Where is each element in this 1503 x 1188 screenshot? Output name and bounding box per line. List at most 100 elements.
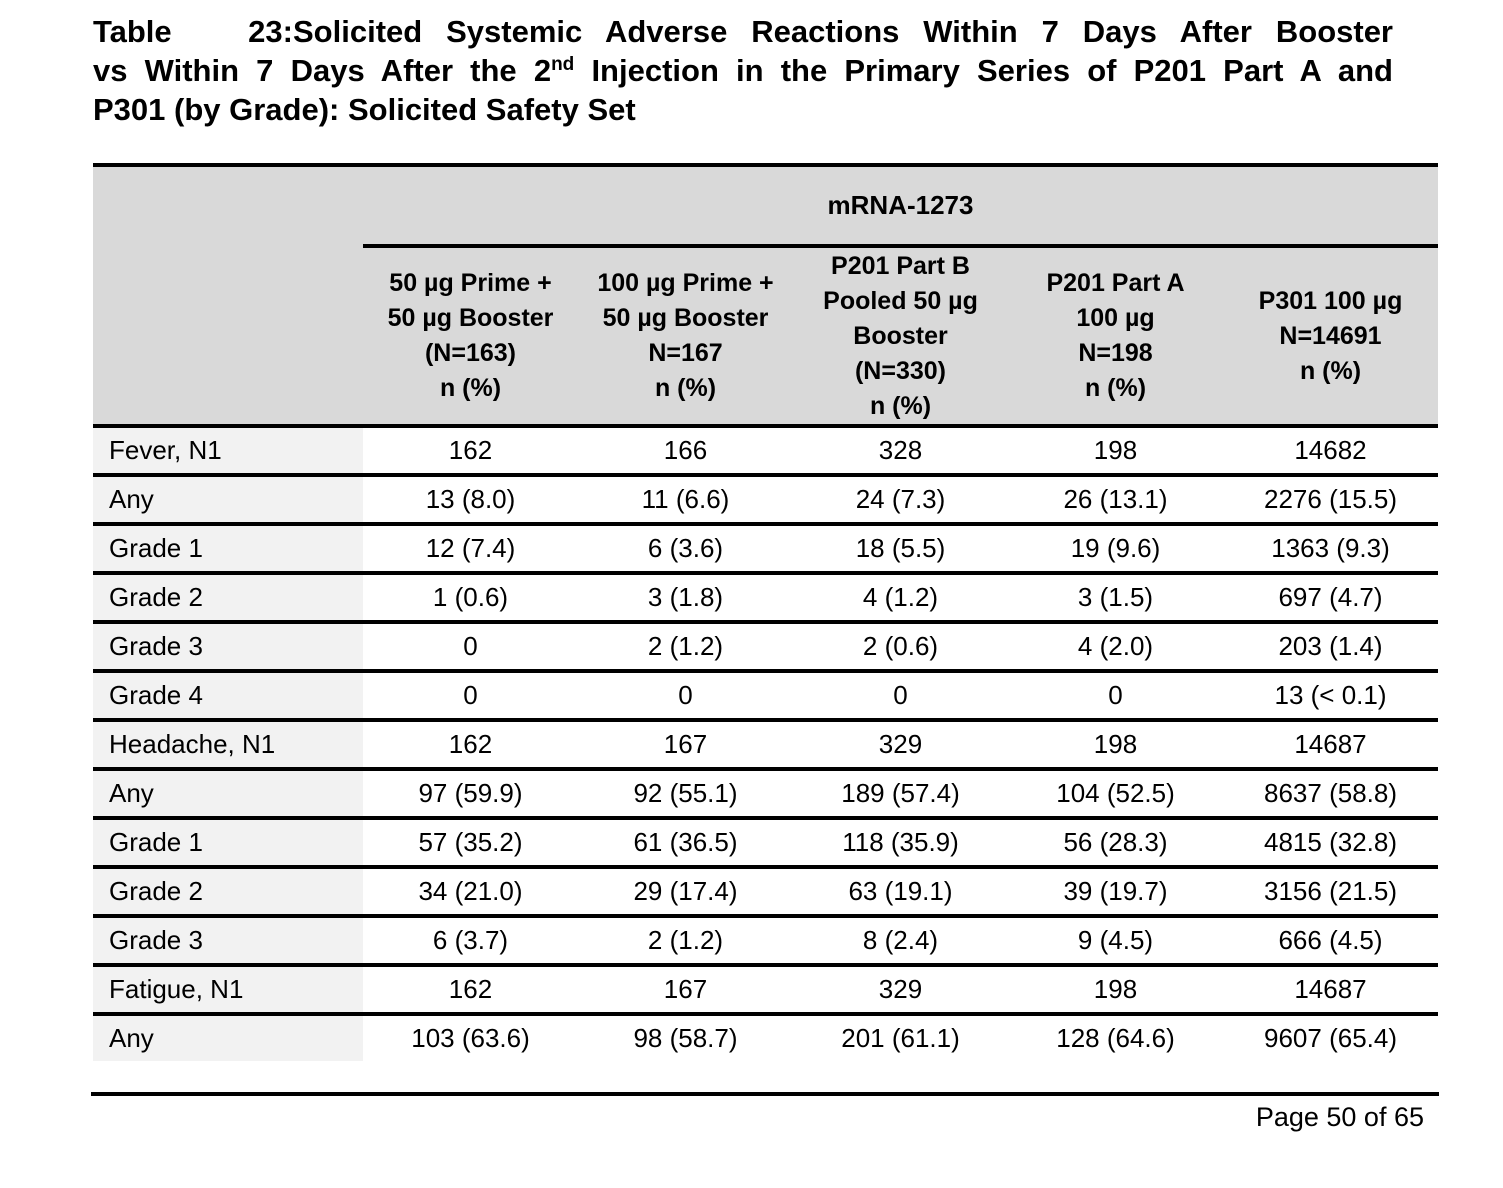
cell-value: 118 (35.9) bbox=[793, 818, 1008, 869]
cell-value: 4 (2.0) bbox=[1008, 622, 1223, 673]
cell-value: 8637 (58.8) bbox=[1223, 769, 1439, 820]
table-row: Fever, N1 162 166 328 198 14682 bbox=[93, 426, 1439, 477]
cell-value: 328 bbox=[793, 426, 1008, 477]
row-label: Grade 3 bbox=[93, 622, 363, 673]
cell-value: 34 (21.0) bbox=[363, 867, 578, 918]
cell-value: 189 (57.4) bbox=[793, 769, 1008, 820]
cell-value: 162 bbox=[363, 720, 578, 771]
cell-value: 128 (64.6) bbox=[1008, 1014, 1223, 1061]
cell-value: 6 (3.6) bbox=[578, 524, 793, 575]
table-row: Any 13 (8.0) 11 (6.6) 24 (7.3) 26 (13.1)… bbox=[93, 475, 1439, 526]
title-line-3: P301 (by Grade): Solicited Safety Set bbox=[93, 92, 636, 127]
column-header-3: P201 Part B Pooled 50 µg Booster (N=330)… bbox=[793, 246, 1008, 428]
cell-value: 24 (7.3) bbox=[793, 475, 1008, 526]
table-row: Grade 3 6 (3.7) 2 (1.2) 8 (2.4) 9 (4.5) … bbox=[93, 916, 1439, 967]
cell-value: 198 bbox=[1008, 720, 1223, 771]
cell-value: 2 (0.6) bbox=[793, 622, 1008, 673]
row-label: Any bbox=[93, 1014, 363, 1061]
cell-value: 97 (59.9) bbox=[363, 769, 578, 820]
cell-value: 1 (0.6) bbox=[363, 573, 578, 624]
cell-value: 666 (4.5) bbox=[1223, 916, 1439, 967]
title-number-label: Table 23: bbox=[93, 14, 293, 49]
title-superscript: nd bbox=[551, 54, 575, 75]
cell-value: 18 (5.5) bbox=[793, 524, 1008, 575]
table-row: Any 97 (59.9) 92 (55.1) 189 (57.4) 104 (… bbox=[93, 769, 1439, 820]
cell-value: 329 bbox=[793, 720, 1008, 771]
table-row: Any 103 (63.6) 98 (58.7) 201 (61.1) 128 … bbox=[93, 1014, 1439, 1061]
row-label: Grade 2 bbox=[93, 573, 363, 624]
cell-value: 6 (3.7) bbox=[363, 916, 578, 967]
cell-value: 3 (1.8) bbox=[578, 573, 793, 624]
cell-value: 14687 bbox=[1223, 720, 1439, 771]
row-label: Grade 1 bbox=[93, 818, 363, 869]
table-row: Grade 1 57 (35.2) 61 (36.5) 118 (35.9) 5… bbox=[93, 818, 1439, 869]
cell-value: 2 (1.2) bbox=[578, 916, 793, 967]
cell-value: 201 (61.1) bbox=[793, 1014, 1008, 1061]
cell-value: 103 (63.6) bbox=[363, 1014, 578, 1061]
cell-value: 104 (52.5) bbox=[1008, 769, 1223, 820]
cell-value: 13 (< 0.1) bbox=[1223, 671, 1439, 722]
row-label: Grade 1 bbox=[93, 524, 363, 575]
table-row: Fatigue, N1 162 167 329 198 14687 bbox=[93, 965, 1439, 1016]
cell-value: 98 (58.7) bbox=[578, 1014, 793, 1061]
cell-value: 167 bbox=[578, 965, 793, 1016]
cell-value: 198 bbox=[1008, 965, 1223, 1016]
cell-value: 13 (8.0) bbox=[363, 475, 578, 526]
cell-value: 56 (28.3) bbox=[1008, 818, 1223, 869]
cell-value: 329 bbox=[793, 965, 1008, 1016]
cell-value: 203 (1.4) bbox=[1223, 622, 1439, 673]
page-number: Page 50 of 65 bbox=[1255, 1102, 1424, 1132]
cell-value: 29 (17.4) bbox=[578, 867, 793, 918]
cell-value: 39 (19.7) bbox=[1008, 867, 1223, 918]
cell-value: 26 (13.1) bbox=[1008, 475, 1223, 526]
cell-value: 57 (35.2) bbox=[363, 818, 578, 869]
title-line-1: Table 23:Solicited Systemic Adverse Reac… bbox=[93, 12, 1393, 51]
row-label: Fever, N1 bbox=[93, 426, 363, 477]
cell-value: 3 (1.5) bbox=[1008, 573, 1223, 624]
adverse-reactions-table: mRNA-1273 50 µg Prime + 50 µg Booster (N… bbox=[93, 163, 1439, 1061]
table-row: Grade 4 0 0 0 0 13 (< 0.1) bbox=[93, 671, 1439, 722]
group-header-row: mRNA-1273 bbox=[93, 165, 1439, 248]
title-line-2-pre: vs Within 7 Days After the 2 bbox=[93, 53, 552, 88]
cell-value: 0 bbox=[578, 671, 793, 722]
cell-value: 198 bbox=[1008, 426, 1223, 477]
cell-value: 0 bbox=[1008, 671, 1223, 722]
column-header-row: 50 µg Prime + 50 µg Booster (N=163) n (%… bbox=[93, 246, 1439, 428]
row-label: Fatigue, N1 bbox=[93, 965, 363, 1016]
table-body: Fever, N1 162 166 328 198 14682 Any 13 (… bbox=[93, 426, 1439, 1061]
cell-value: 2276 (15.5) bbox=[1223, 475, 1439, 526]
row-label: Any bbox=[93, 475, 363, 526]
table-row: Grade 1 12 (7.4) 6 (3.6) 18 (5.5) 19 (9.… bbox=[93, 524, 1439, 575]
cell-value: 14687 bbox=[1223, 965, 1439, 1016]
table-row: Grade 2 34 (21.0) 29 (17.4) 63 (19.1) 39… bbox=[93, 867, 1439, 918]
row-label: Headache, N1 bbox=[93, 720, 363, 771]
group-header-empty-cell bbox=[93, 165, 363, 246]
row-label: Grade 2 bbox=[93, 867, 363, 918]
cell-value: 0 bbox=[363, 671, 578, 722]
title-line-1-text: Solicited Systemic Adverse Reactions Wit… bbox=[293, 14, 1393, 49]
cell-value: 61 (36.5) bbox=[578, 818, 793, 869]
cell-value: 0 bbox=[363, 622, 578, 673]
column-header-4: P201 Part A 100 µg N=198 n (%) bbox=[1008, 246, 1223, 428]
table-row: Headache, N1 162 167 329 198 14687 bbox=[93, 720, 1439, 771]
cell-value: 4815 (32.8) bbox=[1223, 818, 1439, 869]
cell-value: 167 bbox=[578, 720, 793, 771]
cell-value: 9607 (65.4) bbox=[1223, 1014, 1439, 1061]
table-row: Grade 2 1 (0.6) 3 (1.8) 4 (1.2) 3 (1.5) … bbox=[93, 573, 1439, 624]
row-label: Grade 4 bbox=[93, 671, 363, 722]
cell-value: 8 (2.4) bbox=[793, 916, 1008, 967]
group-header-cell: mRNA-1273 bbox=[363, 165, 1439, 248]
column-header-2: 100 µg Prime + 50 µg Booster N=167 n (%) bbox=[578, 246, 793, 428]
cell-value: 11 (6.6) bbox=[578, 475, 793, 526]
row-label: Grade 3 bbox=[93, 916, 363, 967]
cell-value: 166 bbox=[578, 426, 793, 477]
cell-value: 14682 bbox=[1223, 426, 1439, 477]
cell-value: 697 (4.7) bbox=[1223, 573, 1439, 624]
table-row: Grade 3 0 2 (1.2) 2 (0.6) 4 (2.0) 203 (1… bbox=[93, 622, 1439, 673]
title-line-2: vs Within 7 Days After the 2nd Injection… bbox=[93, 51, 1393, 90]
title-line-2-post: Injection in the Primary Series of P201 … bbox=[591, 53, 1393, 88]
cell-value: 162 bbox=[363, 426, 578, 477]
cell-value: 2 (1.2) bbox=[578, 622, 793, 673]
cell-value: 4 (1.2) bbox=[793, 573, 1008, 624]
